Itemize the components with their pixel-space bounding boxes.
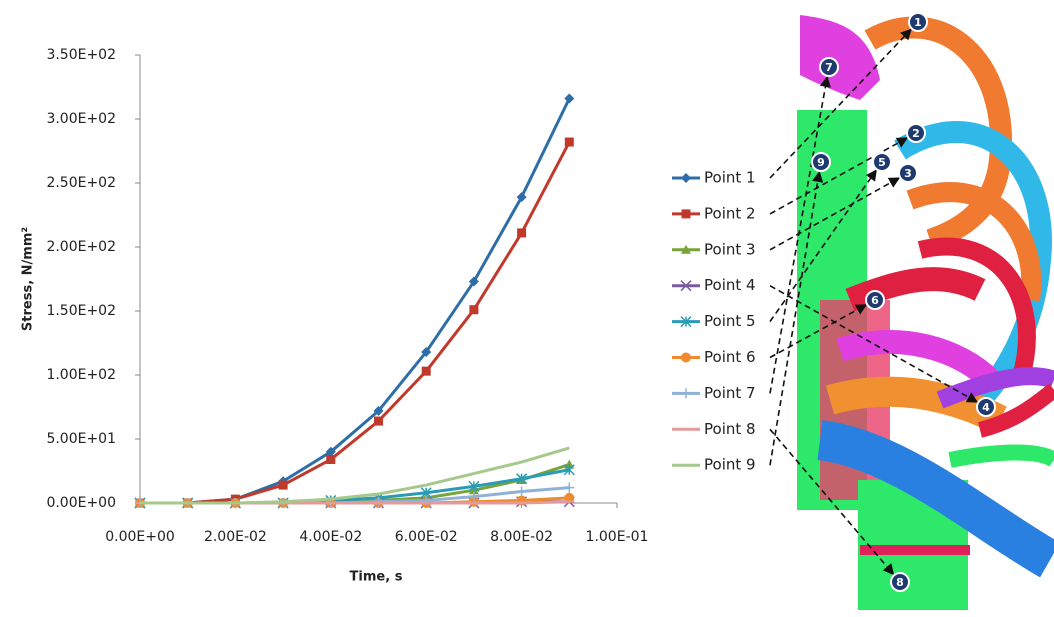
callout-badge	[811, 152, 831, 172]
callout-label: 6	[871, 294, 879, 307]
data-point	[516, 192, 527, 203]
data-point	[516, 486, 527, 497]
data-point	[468, 276, 479, 287]
callout-badge	[906, 123, 926, 143]
callout-arrow	[769, 169, 877, 323]
callout-label: 7	[825, 61, 833, 74]
data-point	[468, 491, 479, 502]
series-line	[140, 141, 571, 505]
y-tick-label: 5.00E+01	[46, 431, 116, 447]
callout-label: 4	[982, 401, 990, 414]
callout-label: 2	[912, 127, 920, 140]
data-point	[326, 454, 336, 464]
callout-badge	[898, 163, 918, 183]
callout-label: 3	[904, 167, 912, 180]
series-line	[140, 97, 571, 505]
data-point	[325, 446, 336, 457]
data-point	[517, 228, 527, 238]
y-tick-label: 0.00E+00	[46, 495, 116, 511]
data-point	[373, 405, 384, 416]
data-point	[374, 416, 383, 426]
legend-marker	[681, 209, 691, 219]
callout-badge	[865, 290, 885, 310]
legend-label: Point 2	[704, 204, 756, 222]
y-axis-title: Stress, N/mm²	[21, 227, 36, 331]
data-point	[564, 137, 574, 147]
x-tick-label: 2.00E-02	[204, 529, 267, 545]
callout-arrow	[769, 75, 831, 394]
y-tick-label: 2.00E+02	[46, 239, 116, 255]
legend-label: Point 5	[704, 312, 756, 330]
y-tick-label: 2.50E+02	[46, 175, 116, 191]
legend-label: Point 4	[704, 276, 756, 294]
data-point	[421, 366, 431, 376]
callout-label: 1	[914, 16, 922, 29]
x-tick-label: 4.00E-02	[299, 529, 362, 545]
legend-label: Point 8	[704, 420, 756, 438]
data-point	[278, 480, 288, 490]
ribcage-illustration	[797, 10, 1054, 617]
data-point	[516, 473, 528, 485]
legend-marker	[680, 280, 692, 292]
y-tick-label: 1.50E+02	[46, 303, 116, 319]
data-point	[563, 464, 575, 476]
callout-badge	[976, 397, 996, 417]
x-tick-label: 0.00E+00	[105, 529, 175, 545]
x-tick-label: 1.00E-01	[586, 529, 649, 545]
legend-marker	[681, 352, 691, 363]
callout-arrow	[769, 28, 912, 179]
callout-arrow	[769, 177, 901, 251]
data-point	[421, 346, 432, 357]
callout-label: 5	[878, 156, 886, 169]
legend-label: Point 1	[704, 169, 756, 187]
x-axis-title: Time, s	[350, 570, 403, 585]
x-tick-label: 8.00E-02	[490, 529, 553, 545]
data-point	[469, 305, 479, 315]
legend-marker	[680, 316, 692, 328]
callout-badge	[890, 572, 910, 592]
legend-label: Point 9	[704, 456, 756, 474]
callout-badge	[908, 12, 928, 32]
series-line	[140, 446, 570, 505]
callout-label: 8	[896, 576, 904, 589]
callout-badge	[819, 57, 839, 77]
data-point	[564, 93, 575, 104]
y-tick-label: 1.00E+02	[46, 367, 116, 383]
callout-badge	[872, 152, 892, 172]
legend-label: Point 7	[704, 384, 756, 402]
callout-arrow	[769, 428, 895, 576]
x-tick-label: 6.00E-02	[395, 529, 458, 545]
data-point	[468, 480, 480, 492]
data-point	[564, 482, 575, 493]
callout-arrow	[769, 137, 909, 215]
legend-label: Point 3	[704, 240, 756, 258]
y-tick-label: 3.50E+02	[46, 47, 116, 63]
callout-arrow	[769, 304, 868, 359]
legend-marker	[681, 244, 691, 254]
y-tick-label: 3.00E+02	[46, 111, 116, 127]
legend-label: Point 6	[704, 348, 756, 366]
callout-label: 9	[817, 156, 825, 169]
legend-marker	[681, 388, 691, 399]
legend-marker	[681, 173, 691, 183]
